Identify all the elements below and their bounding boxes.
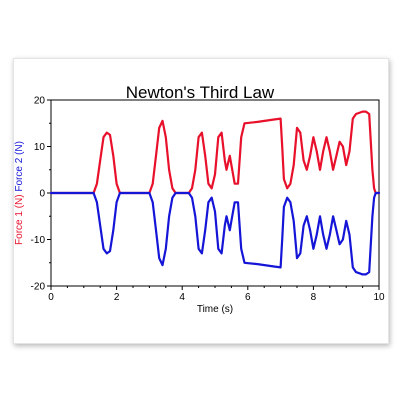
y-axis-ticks: -20 -10 0 10 20 [31,96,51,293]
x-tick-label: 4 [179,292,185,303]
y-tick-label: -10 [31,235,46,246]
x-axis-label: Time (s) [197,304,233,315]
y-tick-label: 10 [34,142,46,153]
x-tick-label: 2 [114,292,120,303]
y-tick-label: -20 [31,282,46,293]
x-tick-label: 6 [245,292,251,303]
x-tick-label: 0 [48,292,54,303]
y-tick-label: 20 [34,96,46,107]
series-line-force-2 [49,191,381,276]
chart-title: Newton's Third Law [126,83,275,102]
x-tick-label: 10 [373,292,385,303]
series-line-force-1 [49,110,381,195]
x-tick-label: 8 [311,292,317,303]
y-axis-label-part: Force 2 (N) [14,141,25,194]
y-axis-label-part: Force 1 (N) [14,194,25,245]
y-axis-label: Force 1 (N) Force 2 (N) [14,141,25,245]
series-layer [49,110,381,276]
x-axis-ticks: 0 2 4 6 8 10 [48,286,385,303]
y-tick-label: 0 [39,189,45,200]
plot-area [50,99,380,287]
chart-frame [13,58,389,344]
